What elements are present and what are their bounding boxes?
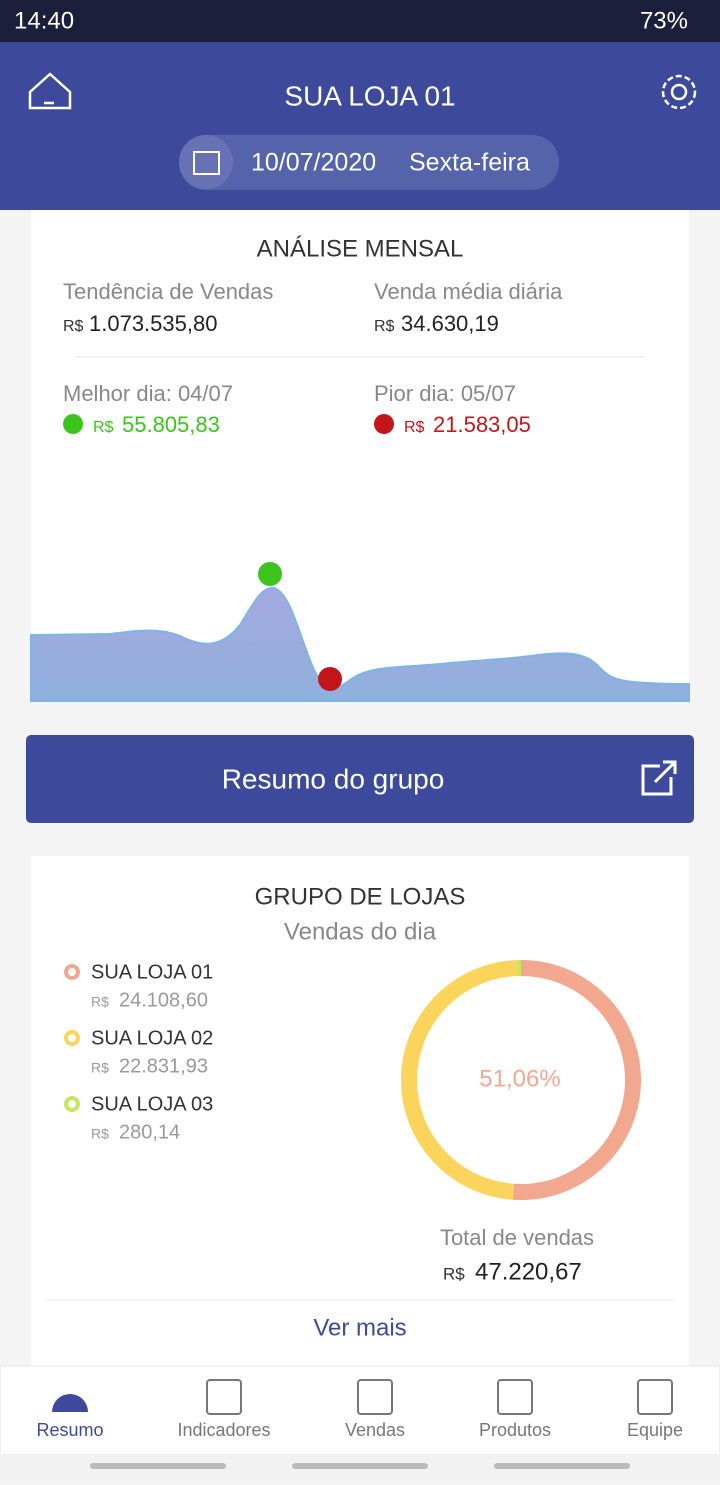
nav-label[interactable]: Produtos [479, 1420, 551, 1440]
battery: 73% [640, 7, 688, 34]
currency: R$ [91, 994, 109, 1010]
gesture-pill [90, 1463, 226, 1469]
card-title: ANÁLISE MENSAL [257, 235, 464, 262]
total-label: Total de vendas [440, 1225, 594, 1250]
currency: R$ [443, 1264, 465, 1283]
status-bar [0, 0, 720, 42]
donut-segment [401, 960, 641, 1200]
donut-center: 51,06% [479, 1065, 560, 1092]
calendar-circle [179, 135, 233, 189]
nav-icon [637, 1379, 673, 1415]
avg-label: Venda média diária [374, 279, 563, 304]
legend-value: 280,14 [119, 1121, 180, 1143]
currency: R$ [91, 1126, 109, 1142]
currency: R$ [63, 318, 84, 335]
currency: R$ [404, 419, 425, 436]
legend-dot [64, 964, 80, 980]
more-link[interactable]: Ver mais [313, 1314, 406, 1341]
group-card [31, 856, 689, 1376]
settings-icon[interactable] [661, 74, 697, 110]
date-pill[interactable] [179, 135, 559, 190]
nav-icon [357, 1379, 393, 1415]
worst-marker [318, 667, 342, 691]
legend-value: 24.108,60 [119, 989, 208, 1011]
nav-icon [497, 1379, 533, 1415]
date: 10/07/2020 [251, 149, 376, 177]
best-label: Melhor dia: 04/07 [63, 381, 233, 406]
nav-label[interactable]: Indicadores [177, 1420, 270, 1440]
nav-label[interactable]: Vendas [345, 1420, 405, 1440]
legend-value: 22.831,93 [119, 1055, 208, 1077]
legend-name: SUA LOJA 03 [91, 1093, 213, 1115]
group-button[interactable] [26, 735, 694, 823]
nav-label[interactable]: Equipe [627, 1420, 683, 1440]
donut-segment [401, 960, 641, 1200]
monthly-area [30, 586, 690, 702]
nav-items: Resumo Indicadores Vendas Produtos Equipe [36, 1379, 683, 1440]
best-value: 55.805,83 [122, 412, 220, 437]
nav-icon [206, 1379, 242, 1415]
gesture-pill [494, 1463, 630, 1469]
settings-icon-core [670, 83, 688, 101]
card-title: GRUPO DE LOJAS [255, 883, 466, 910]
currency: R$ [374, 318, 395, 335]
worst-label: Pior dia: 05/07 [374, 381, 516, 406]
legend-dot [64, 1096, 80, 1112]
card-subtitle: Vendas do dia [284, 918, 437, 945]
sad-icon [374, 414, 394, 434]
legend-dot [64, 1030, 80, 1046]
trend-value: 1.073.535,80 [89, 311, 217, 336]
weekday: Sexta-feira [409, 149, 530, 177]
avg-value: 34.630,19 [401, 311, 499, 336]
best-marker [258, 562, 282, 586]
home-icon[interactable] [28, 72, 72, 110]
header-title: SUA LOJA 01 [284, 80, 455, 111]
donut: SUA LOJA 01 R$ 24.108,60 SUA LOJA 02 R$ 22.83… [64, 960, 641, 1200]
legend-name: SUA LOJA 02 [91, 1027, 213, 1049]
nav-label[interactable]: Resumo [36, 1420, 103, 1440]
gesture-pill [292, 1463, 428, 1469]
monthly-card [31, 210, 689, 702]
total-value: 47.220,67 [475, 1258, 582, 1285]
currency: R$ [91, 1060, 109, 1076]
legend-name: SUA LOJA 01 [91, 961, 213, 983]
calendar-icon [193, 151, 220, 175]
happy-icon [63, 414, 83, 434]
trend-label: Tendência de Vendas [63, 279, 273, 304]
external-icon [641, 760, 677, 796]
time: 14:40 [14, 7, 74, 34]
currency: R$ [93, 419, 114, 436]
button-label: Resumo do grupo [222, 763, 445, 794]
worst-value: 21.583,05 [433, 412, 531, 437]
nav-icon [52, 1394, 88, 1412]
